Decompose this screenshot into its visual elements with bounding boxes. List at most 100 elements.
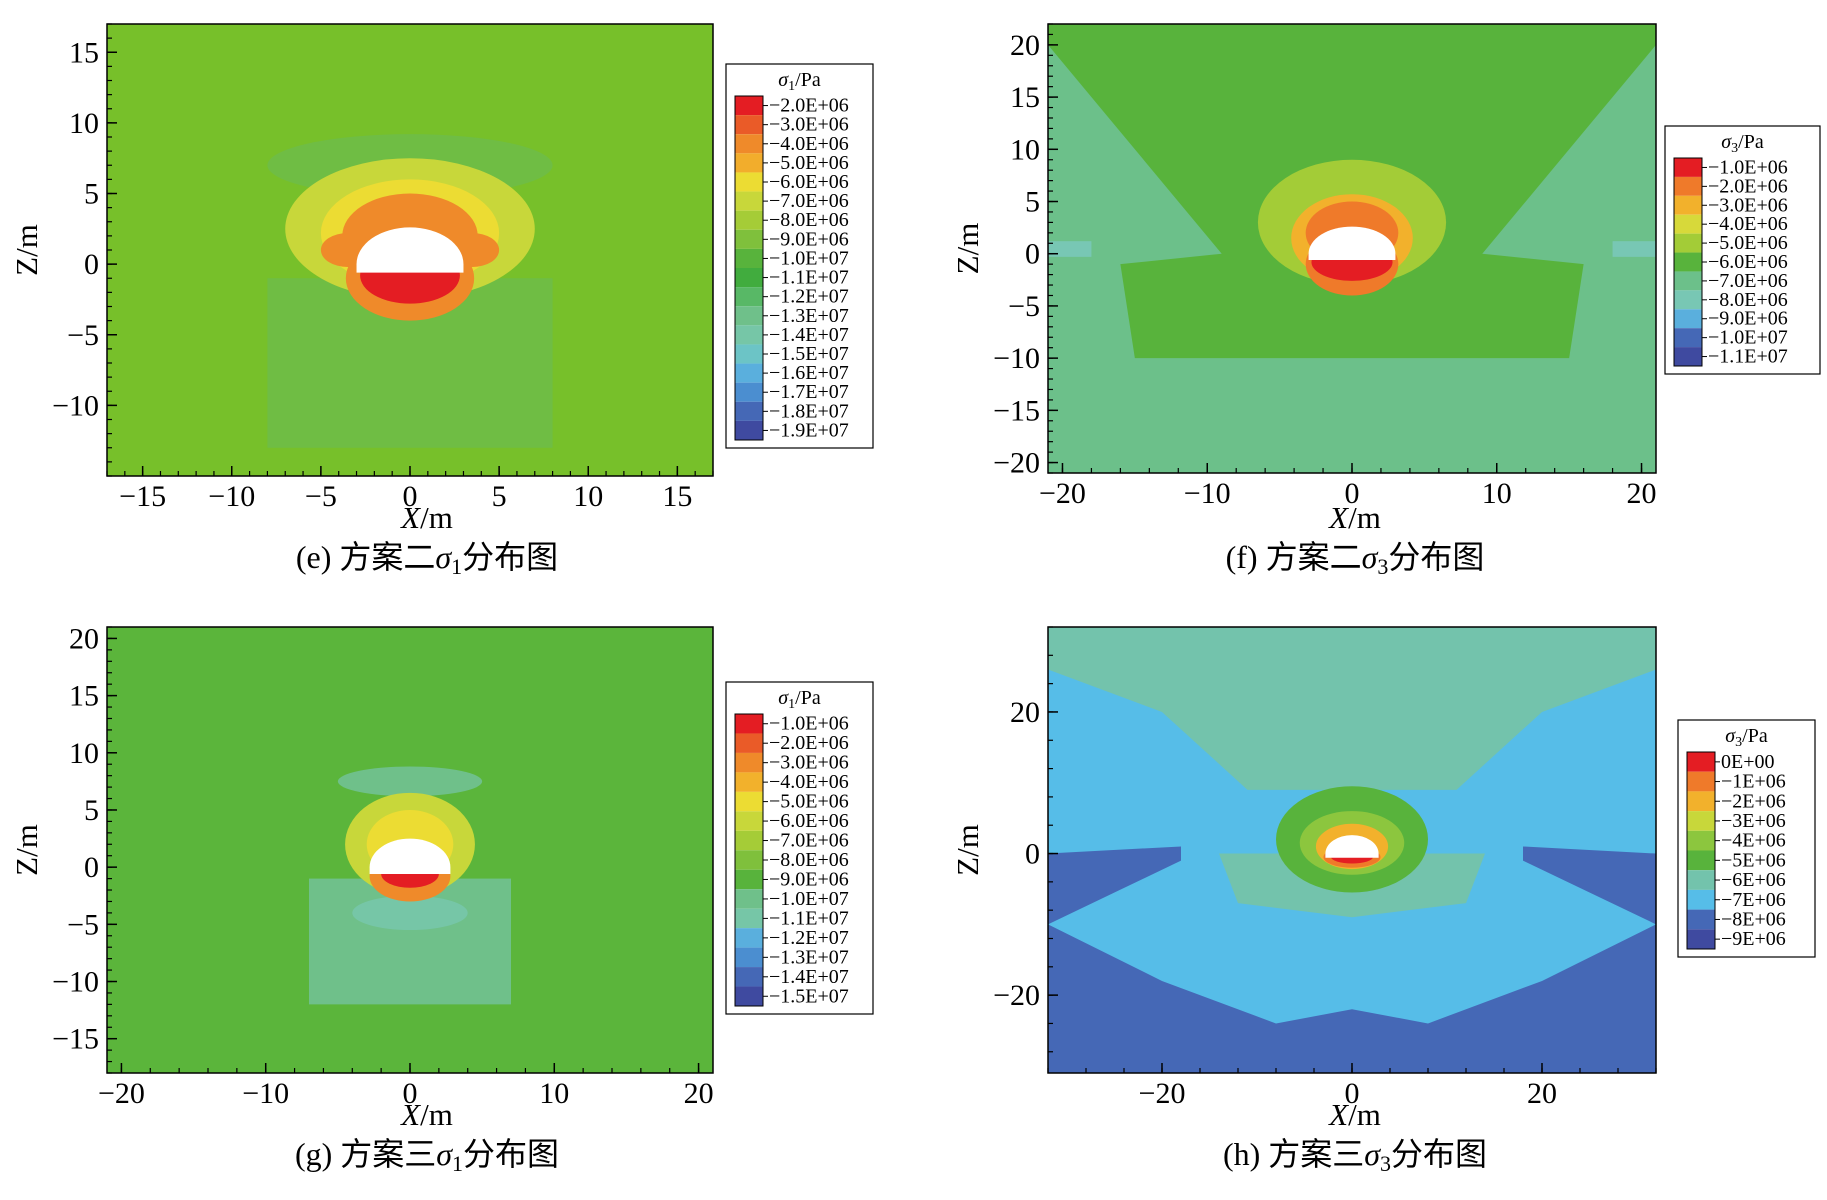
panel-caption: (f) 方案二σ3分布图 [1226,539,1485,579]
legend-label: −1.3E+07 [769,946,849,968]
legend-swatch [735,420,763,440]
legend-label: −1.2E+07 [769,927,849,949]
legend-label: −8E+06 [1721,908,1786,930]
legend-label: −1.5E+07 [769,985,849,1007]
x-tick-label: −10 [208,480,255,513]
legend-swatch [735,115,763,135]
legend-label: −2.0E+06 [1708,175,1788,197]
legend-swatch [1687,909,1715,930]
legend-swatch [1687,771,1715,792]
legend-swatch [735,134,763,154]
x-tick-label: 20 [684,1077,714,1110]
legend-swatch [735,153,763,173]
legend-label: −1.1E+07 [769,267,849,289]
x-tick-label: 0 [403,1077,418,1110]
legend-swatch [1674,214,1702,234]
y-tick-label: 5 [1025,186,1040,219]
x-tick-label: 0 [1345,477,1360,510]
legend-swatch [735,172,763,192]
contour-field-h [1048,627,1656,1073]
y-axis-label: Z/m [9,824,44,876]
legend-swatch [1674,252,1702,272]
y-tick-label: 0 [1025,838,1040,871]
y-tick-label: 0 [1025,238,1040,271]
legend-title: σ1/Pa [778,69,821,94]
legend-label: −3E+06 [1721,810,1786,832]
x-tick-label: 0 [1345,1077,1360,1110]
y-tick-label: −10 [52,966,99,999]
legend-swatch [1687,752,1715,772]
legend-label: −1.5E+07 [769,343,849,365]
y-tick-label: −10 [993,342,1040,375]
legend-swatch [735,229,763,249]
legend-swatch [735,772,763,792]
legend-swatch [735,811,763,831]
panel-caption: (e) 方案二σ1分布图 [296,539,558,579]
x-tick-label: 10 [539,1077,569,1110]
legend-swatch [735,908,763,929]
y-tick-label: 0 [84,851,99,884]
legend-label: −7E+06 [1721,889,1786,911]
contour-field-e [107,24,713,476]
legend-label: −7.0E+06 [1708,270,1788,292]
legend-swatch [1687,929,1715,949]
legend-label: −4E+06 [1721,830,1786,852]
legend-swatch [1687,850,1715,871]
legend-swatch [735,268,763,288]
legend-swatch [735,869,763,890]
y-tick-label: 10 [1010,133,1040,166]
x-tick-label: 20 [1627,477,1657,510]
y-tick-label: −10 [52,389,99,422]
panel-caption: (h) 方案三σ3分布图 [1223,1136,1487,1176]
legend-label: −3.0E+06 [769,752,849,774]
legend-label: −7.0E+06 [769,190,849,212]
legend-label: −2.0E+06 [769,95,849,117]
y-tick-label: 15 [69,680,99,713]
legend-label: −6E+06 [1721,869,1786,891]
legend-label: −4.0E+06 [1708,213,1788,235]
legend-label: −5.0E+06 [769,791,849,813]
legend-label: −3.0E+06 [769,114,849,136]
legend-swatch [1674,195,1702,215]
contour-zone [1048,924,1656,1073]
y-tick-label: 15 [1010,81,1040,114]
legend-swatch [735,967,763,987]
x-tick-label: −20 [1139,1077,1186,1110]
tunnel-opening [1308,226,1396,260]
legend-title: σ1/Pa [778,687,821,712]
x-tick-label: −20 [98,1077,145,1110]
contour-zone [1612,241,1656,257]
y-tick-label: 0 [84,248,99,281]
x-tick-label: −10 [242,1077,289,1110]
legend-colorbar-frame [734,95,764,441]
legend-swatch [1674,271,1702,291]
legend-swatch [735,382,763,402]
legend-label: −1.2E+07 [769,286,849,308]
legend-label: −8.0E+06 [769,849,849,871]
legend-swatch [735,325,763,345]
x-tick-label: 15 [662,480,692,513]
panel-e: −15 −10 −5 0 5 10 15 −10 −5 0 5 10 15 X/m Z/m (e) 方案二σ1… [9,23,874,579]
legend-colorbar-frame [1686,751,1716,950]
y-tick-label: −5 [67,319,99,352]
legend-title: σ3/Pa [1725,725,1768,750]
legend-label: −7.0E+06 [769,830,849,852]
legend-label: 0E+00 [1721,751,1775,773]
legend-swatch [1674,347,1702,366]
legend-swatch [1674,328,1702,348]
legend-label: −1.6E+07 [769,362,849,384]
contour-zone [1523,846,1656,925]
legend-label: −6.0E+06 [769,171,849,193]
y-tick-label: −15 [52,1023,99,1056]
legend-swatch [735,96,763,116]
legend: σ1/Pa−1.0E+06−2.0E+06−3.0E+06−4.0E+06−5.… [725,681,874,1015]
x-tick-label: −5 [305,480,337,513]
legend-swatch [735,714,763,734]
legend-label: −1.0E+07 [1708,327,1788,349]
legend-swatch [1674,233,1702,253]
y-axis-label: Z/m [9,224,44,276]
contour-zone [337,766,483,797]
tunnel-opening [369,838,451,875]
legend-swatch [1687,791,1715,812]
